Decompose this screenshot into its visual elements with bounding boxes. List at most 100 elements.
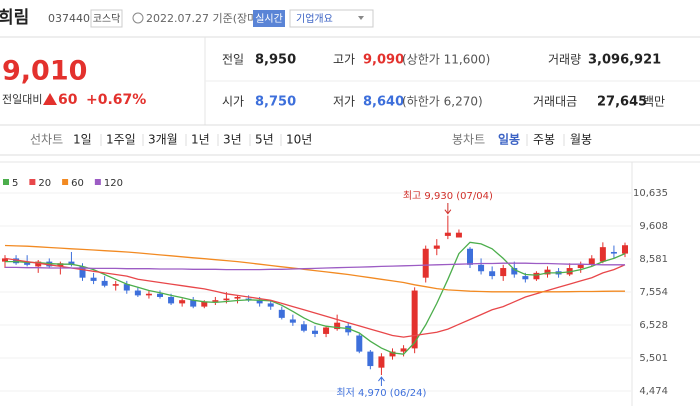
candle-body (544, 269, 551, 275)
info-unit: 백만 (643, 95, 665, 109)
candle-body (179, 300, 186, 304)
candle-body (79, 266, 86, 278)
candle-body (13, 258, 20, 264)
candle-body (145, 293, 152, 296)
candle-body (256, 300, 263, 304)
candle-body (367, 351, 374, 367)
info-table: 전일 8,950 고가 9,090(상한가 11,600) 거래량 3,096,921 시가… (222, 53, 665, 110)
company-info[interactable]: 기업개요 (296, 12, 333, 25)
candle-chart-label: 봉차트 (452, 133, 485, 147)
candle-body (444, 232, 451, 236)
company-info-button[interactable] (289, 9, 374, 28)
legend-label: 5 (12, 178, 18, 189)
candle-body (610, 251, 617, 254)
range-tab[interactable]: 1주일 (106, 133, 136, 147)
info-value: 27,645 (597, 95, 647, 110)
candle-body (489, 271, 496, 277)
candle-body (68, 261, 75, 265)
range-tab[interactable]: 5년 (255, 133, 274, 147)
realtime-badge[interactable] (253, 10, 285, 27)
candle-body (500, 268, 507, 277)
candle-body (467, 248, 473, 265)
change-pct: +0.67% (86, 92, 146, 108)
info-sub: (하한가 6,270) (402, 95, 483, 109)
high-annotation: 최고 9,930 (07/04) (403, 190, 493, 202)
y-tick-label: 10,635 (633, 188, 668, 199)
legend-swatch (3, 179, 9, 185)
current-price: 9,010 (2, 56, 87, 87)
candle-body (2, 258, 8, 262)
info-label: 거래대금 (533, 95, 577, 109)
candle-body (599, 247, 606, 262)
info-label: 거래량 (548, 53, 581, 67)
y-tick-label: 5,501 (639, 353, 668, 364)
candle-body (378, 356, 385, 368)
candle-body (90, 277, 97, 281)
clock-icon (132, 12, 144, 24)
period-tab[interactable]: 주봉 (533, 133, 555, 147)
change-label: 전일대비 (2, 92, 42, 106)
y-tick-label: 4,474 (639, 386, 668, 397)
market: 코스닥 (93, 13, 121, 25)
info-label: 시가 (222, 95, 244, 109)
legend-swatch (94, 179, 101, 185)
candle-body (168, 296, 175, 304)
y-tick-label: 7,554 (639, 287, 668, 298)
candle-body (588, 258, 595, 265)
y-tick-label: 8,581 (639, 254, 668, 265)
info-value: 9,090 (363, 53, 404, 68)
candle-body (577, 264, 584, 269)
moving-average (4, 257, 626, 338)
range-tab[interactable]: 3개월 (148, 133, 178, 147)
date: 2022.07.27 기준(장마감) (146, 12, 272, 25)
info-value: 3,096,921 (588, 53, 661, 68)
candle-body (190, 300, 197, 307)
info-label: 전일 (222, 53, 244, 67)
legend-swatch (29, 179, 36, 185)
candle-body (455, 232, 462, 238)
candle-body (323, 327, 330, 334)
candle-body (522, 276, 529, 280)
range-tab[interactable]: 1년 (191, 133, 210, 147)
info-label: 고가 (333, 53, 355, 67)
info-value: 8,640 (363, 95, 404, 110)
dropdown-arrow (358, 16, 364, 20)
candle-body (422, 248, 429, 278)
range-tab[interactable]: 3년 (223, 133, 242, 147)
range-tab[interactable]: 1일 (73, 133, 92, 147)
candle-body (157, 293, 163, 297)
realtime[interactable]: 실시간 (255, 13, 283, 25)
period-tab[interactable]: 일봉 (498, 133, 520, 147)
low-arrow (378, 376, 385, 386)
info-value: 8,950 (255, 53, 296, 68)
candle-body (389, 351, 396, 357)
candle-body (289, 319, 296, 323)
legend-swatch (62, 179, 69, 185)
candle-body (35, 261, 42, 267)
period-tab[interactable]: 월봉 (570, 133, 592, 147)
moving-average (4, 244, 625, 293)
candle-body (312, 330, 318, 334)
y-tick-label: 9,608 (639, 221, 668, 232)
candle-body (334, 322, 341, 330)
candle-body (201, 301, 208, 307)
candle-body (300, 324, 307, 331)
info-label: 저가 (333, 95, 355, 109)
moving-average (5, 241, 626, 355)
candle-body (101, 280, 108, 286)
legend-label: 20 (38, 178, 51, 189)
low-annotation: 최저 4,970 (06/24) (336, 387, 426, 399)
info-value: 8,750 (255, 95, 296, 110)
line-chart-label: 선차트 (30, 133, 63, 147)
stock-name: 희림 (0, 8, 29, 28)
candle-body (112, 284, 119, 286)
candle-body (212, 300, 219, 302)
legend-label: 60 (71, 178, 84, 189)
y-tick-label: 6,528 (639, 320, 668, 331)
up-arrow (43, 93, 57, 105)
range-tab[interactable]: 10년 (286, 133, 312, 147)
candle-body (478, 264, 485, 272)
chart: 4,474 5,501 6,528 7,554 8,581 9,608 10,635 5 20 6… (0, 161, 700, 406)
market-badge (90, 9, 123, 28)
